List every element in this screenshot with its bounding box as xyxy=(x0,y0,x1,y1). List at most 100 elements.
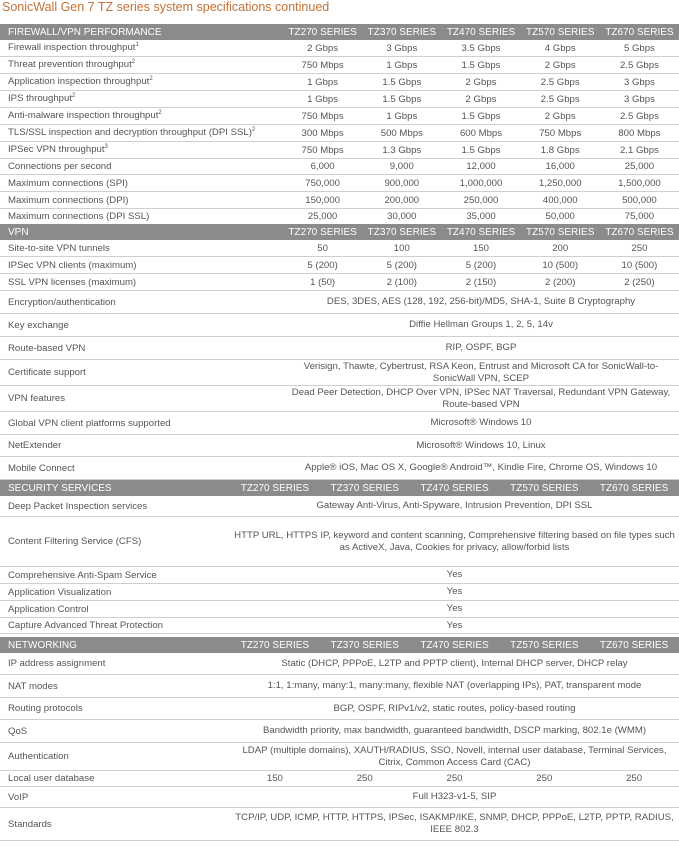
cell-value: 1,000,000 xyxy=(459,177,503,189)
column-header: TZ670 SERIES xyxy=(605,226,674,238)
table-row: Connections per second 6,000 9,000 12,000 16… xyxy=(0,159,679,175)
footnote-marker: 2 xyxy=(131,59,136,66)
cell-value-spanning: Bandwidth priority, max bandwidth, guara… xyxy=(262,725,647,736)
cell-value: 5 (200) xyxy=(307,259,338,271)
cell-value: 2 Gbps xyxy=(544,59,576,71)
column-header: TZ670 SERIES xyxy=(605,26,674,38)
row-label: SSL VPN licenses (maximum) xyxy=(8,276,137,288)
table-row: Standards TCP/IP, UDP, ICMP, HTTP, HTTPS,… xyxy=(0,808,679,841)
table-row: Authentication LDAP (multiple domains), X… xyxy=(0,743,679,771)
table-row: VoIP Full H323-v1-5, SIP xyxy=(0,787,679,808)
cell-value: 1 Gbps xyxy=(307,93,339,105)
cell-value: 2.5 Gbps xyxy=(540,93,580,105)
cell-value: 2.5 Gbps xyxy=(619,59,659,71)
cell-value: 1.5 Gbps xyxy=(461,144,501,156)
row-label: Application Visualization xyxy=(8,586,112,598)
row-label: IPSec VPN throughput3 xyxy=(8,144,108,156)
table-row: IP address assignment Static (DHCP, PPPoE… xyxy=(0,653,679,675)
column-header: TZ470 SERIES xyxy=(446,226,516,238)
column-header: TZ470 SERIES xyxy=(420,639,489,651)
row-label: Application inspection throughput2 xyxy=(8,76,153,88)
cell-value: 150 xyxy=(473,242,490,254)
table-row: Anti-malware inspection throughput2 750 M… xyxy=(0,108,679,125)
cell-value: 50,000 xyxy=(545,211,575,222)
cell-value: 2 (200) xyxy=(545,276,576,288)
footnote-marker: 2 xyxy=(72,93,76,100)
table-row: VPN features Dead Peer Detection, DHCP Ov… xyxy=(0,386,679,412)
cell-value: 5 (200) xyxy=(465,259,497,271)
section-vpn: VPN TZ270 SERIES TZ370 SERIES TZ470 SERIES T… xyxy=(0,224,679,480)
cell-value-spanning: Gateway Anti-Virus, Anti-Spyware, Intrus… xyxy=(316,500,593,511)
cell-value-spanning: BGP, OSPF, RIPv1/v2, static routes, poli… xyxy=(333,702,576,714)
table-row: Mobile Connect Apple® iOS, Mac OS X, Goog… xyxy=(0,457,679,480)
section-networking: NETWORKING TZ270 SERIES TZ370 SERIES TZ470 … xyxy=(0,637,679,841)
table-row: Maximum connections (DPI) 150,000 200,000 2… xyxy=(0,192,679,209)
cell-value: 16,000 xyxy=(545,161,575,172)
table-row: IPS throughput2 1 Gbps 1.5 Gbps 2 Gbps 2.5 G… xyxy=(0,91,679,108)
cell-value-spanning: Diffie Hellman Groups 1, 2, 5, 14v xyxy=(409,319,553,330)
row-label: IPS throughput2 xyxy=(8,93,76,105)
cell-value: 1.3 Gbps xyxy=(382,144,422,156)
cell-value: 3.5 Gbps xyxy=(461,42,501,54)
cell-value: 1 (50) xyxy=(310,276,336,288)
column-header: TZ570 SERIES xyxy=(526,226,595,238)
section-title: VPN xyxy=(8,226,29,238)
cell-value-spanning: Yes xyxy=(446,586,463,597)
cell-value: 150,000 xyxy=(305,194,340,206)
section-header: NETWORKING TZ270 SERIES TZ370 SERIES TZ470 … xyxy=(0,637,679,653)
cell-value: 400,000 xyxy=(542,194,578,206)
row-label: Routing protocols xyxy=(8,703,83,714)
cell-value: 750 Mbps xyxy=(301,144,344,156)
column-header: TZ270 SERIES xyxy=(288,226,357,238)
table-row: Global VPN client platforms supported Mic… xyxy=(0,412,679,435)
cell-value: 2 (100) xyxy=(386,276,417,288)
cell-value: 1.5 Gbps xyxy=(382,76,422,88)
cell-value: 600 Mbps xyxy=(459,127,503,139)
cell-value-spanning: TCP/IP, UDP, ICMP, HTTP, HTTPS, IPSec, I… xyxy=(235,812,674,835)
cell-value-spanning: Yes xyxy=(446,619,463,631)
cell-value: 800 Mbps xyxy=(618,127,661,139)
cell-value: 1.5 Gbps xyxy=(461,110,501,122)
cell-value: 200,000 xyxy=(384,194,420,206)
row-label: Content Filtering Service (CFS) xyxy=(8,536,142,547)
table-row: Route-based VPN RIP, OSPF, BGP xyxy=(0,337,679,360)
section-security-services: SECURITY SERVICES TZ270 SERIES TZ370 SERIE… xyxy=(0,480,679,634)
column-header: TZ570 SERIES xyxy=(526,26,595,38)
row-label: IPSec VPN clients (maximum) xyxy=(8,259,137,271)
cell-value: 750 Mbps xyxy=(301,110,344,122)
column-header: TZ470 SERIES xyxy=(446,26,516,38)
cell-value-spanning: Yes xyxy=(446,603,463,614)
cell-value: 10 (500) xyxy=(542,259,579,271)
table-row: Firewall inspection throughput1 2 Gbps 3 G… xyxy=(0,40,679,57)
footnote-marker: 2 xyxy=(251,127,256,134)
row-label: IP address assignment xyxy=(8,658,106,669)
cell-value-spanning: 1:1, 1:many, many:1, many:many, flexible… xyxy=(267,680,642,691)
cell-value-spanning: DES, 3DES, AES (128, 192, 256-bit)/MD5, … xyxy=(326,296,636,307)
table-row: Content Filtering Service (CFS) HTTP URL,… xyxy=(0,517,679,567)
row-label: NAT modes xyxy=(8,680,58,692)
cell-value: 5 (200) xyxy=(386,259,417,271)
cell-value: 900,000 xyxy=(384,177,420,189)
table-row: Application inspection throughput2 1 Gbps… xyxy=(0,74,679,91)
cell-value: 3 Gbps xyxy=(623,76,655,88)
column-header: TZ270 SERIES xyxy=(240,639,310,651)
cell-value: 10 (500) xyxy=(621,259,658,271)
cell-value: 1.5 Gbps xyxy=(461,59,501,71)
row-label: TLS/SSL inspection and decryption throug… xyxy=(8,127,256,139)
table-row: TLS/SSL inspection and decryption throug… xyxy=(0,125,679,142)
row-label: Threat prevention throughput2 xyxy=(8,59,136,71)
table-row: IPSec VPN throughput3 750 Mbps 1.3 Gbps 1.5… xyxy=(0,142,679,159)
cell-value-spanning: Dead Peer Detection, DHCP Over VPN, IPSe… xyxy=(291,386,671,410)
cell-value: 250 xyxy=(356,773,373,784)
cell-value: 35,000 xyxy=(466,211,496,222)
cell-value: 250 xyxy=(626,773,643,784)
cell-value-spanning: HTTP URL, HTTPS IP, keyword and content … xyxy=(234,529,675,553)
column-header: TZ370 SERIES xyxy=(330,482,399,494)
section-header: SECURITY SERVICES TZ270 SERIES TZ370 SERIE… xyxy=(0,480,679,496)
cell-value: 750 Mbps xyxy=(301,59,344,71)
cell-value: 6,000 xyxy=(310,161,335,172)
table-row: Encryption/authentication DES, 3DES, AES … xyxy=(0,291,679,314)
cell-value: 1 Gbps xyxy=(386,110,418,122)
row-label: Encryption/authentication xyxy=(8,296,116,308)
section-header: VPN TZ270 SERIES TZ370 SERIES TZ470 SERIES T… xyxy=(0,224,679,240)
